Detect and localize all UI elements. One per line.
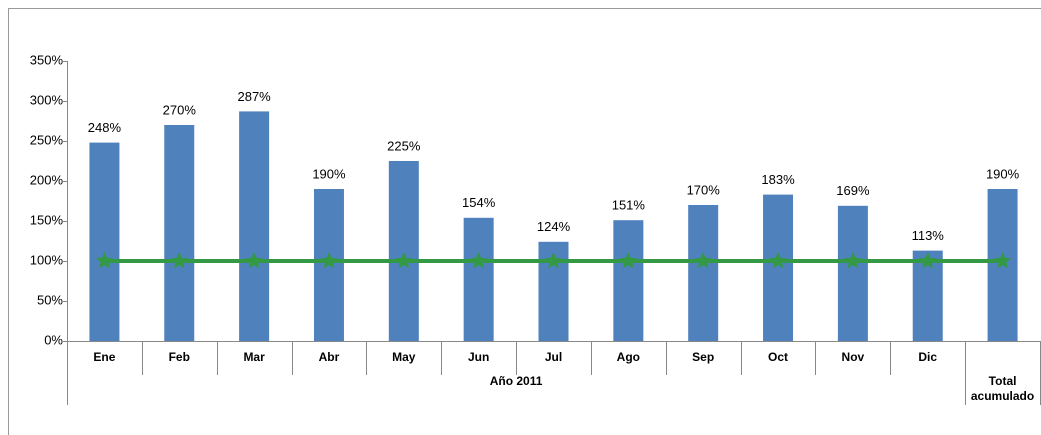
x-tick-label: Nov [841, 350, 865, 364]
bar [239, 111, 270, 342]
star-marker [320, 252, 338, 269]
data-label: 287% [237, 89, 271, 104]
data-label: 124% [537, 219, 571, 234]
x-tick-label: Jun [467, 350, 490, 364]
y-tick-label: 300% [30, 92, 64, 107]
bar [837, 205, 868, 341]
y-tick-label: 0% [44, 332, 63, 347]
bar [613, 220, 644, 341]
y-tick-label: 350% [30, 52, 64, 67]
star-marker [694, 252, 712, 269]
x-tick-label: Oct [768, 350, 789, 364]
bar [763, 194, 794, 341]
star-marker [395, 252, 413, 269]
x-tick-label: Dic [918, 350, 938, 364]
data-label: 170% [687, 182, 721, 197]
group-label: Año 2011 [489, 374, 543, 388]
star-marker [95, 252, 113, 269]
data-label: 151% [612, 198, 646, 213]
star-marker [245, 252, 263, 269]
data-label: 225% [387, 138, 421, 153]
data-label: 113% [912, 228, 945, 243]
data-label: 190% [312, 166, 346, 181]
y-tick-label: 100% [30, 252, 64, 267]
x-tick-label: Mar [243, 350, 265, 364]
y-tick-label: 150% [30, 212, 64, 227]
star-marker [844, 252, 862, 269]
bar [463, 217, 494, 341]
star-marker [544, 252, 563, 269]
y-tick-label: 50% [37, 292, 63, 307]
star-marker [470, 252, 488, 269]
bar [388, 161, 419, 341]
data-label: 154% [462, 195, 496, 210]
data-label: 248% [88, 120, 122, 135]
data-label: 169% [836, 183, 870, 198]
star-marker [919, 252, 937, 269]
x-tick-label: Feb [168, 350, 190, 364]
chart-border [8, 8, 1041, 435]
x-tick-label: Total acumulado [970, 374, 1035, 403]
bar [164, 125, 195, 341]
star-marker [619, 252, 637, 269]
x-tick-label: Ene [93, 350, 116, 364]
x-tick-label: Abr [318, 350, 340, 364]
y-tick-label: 250% [30, 132, 64, 147]
data-label: 190% [986, 166, 1020, 181]
x-tick-label: Sep [692, 350, 715, 364]
x-tick-label: Ago [616, 350, 640, 364]
x-tick-label: May [392, 350, 416, 364]
data-label: 183% [761, 172, 795, 187]
bar [912, 250, 943, 341]
data-label: 270% [163, 102, 197, 117]
bar [89, 142, 120, 341]
star-marker [769, 252, 787, 269]
star-marker [170, 252, 188, 269]
x-tick-label: Jul [544, 350, 563, 364]
star-marker [994, 252, 1012, 269]
bar [688, 205, 719, 341]
y-tick-label: 200% [30, 172, 64, 187]
